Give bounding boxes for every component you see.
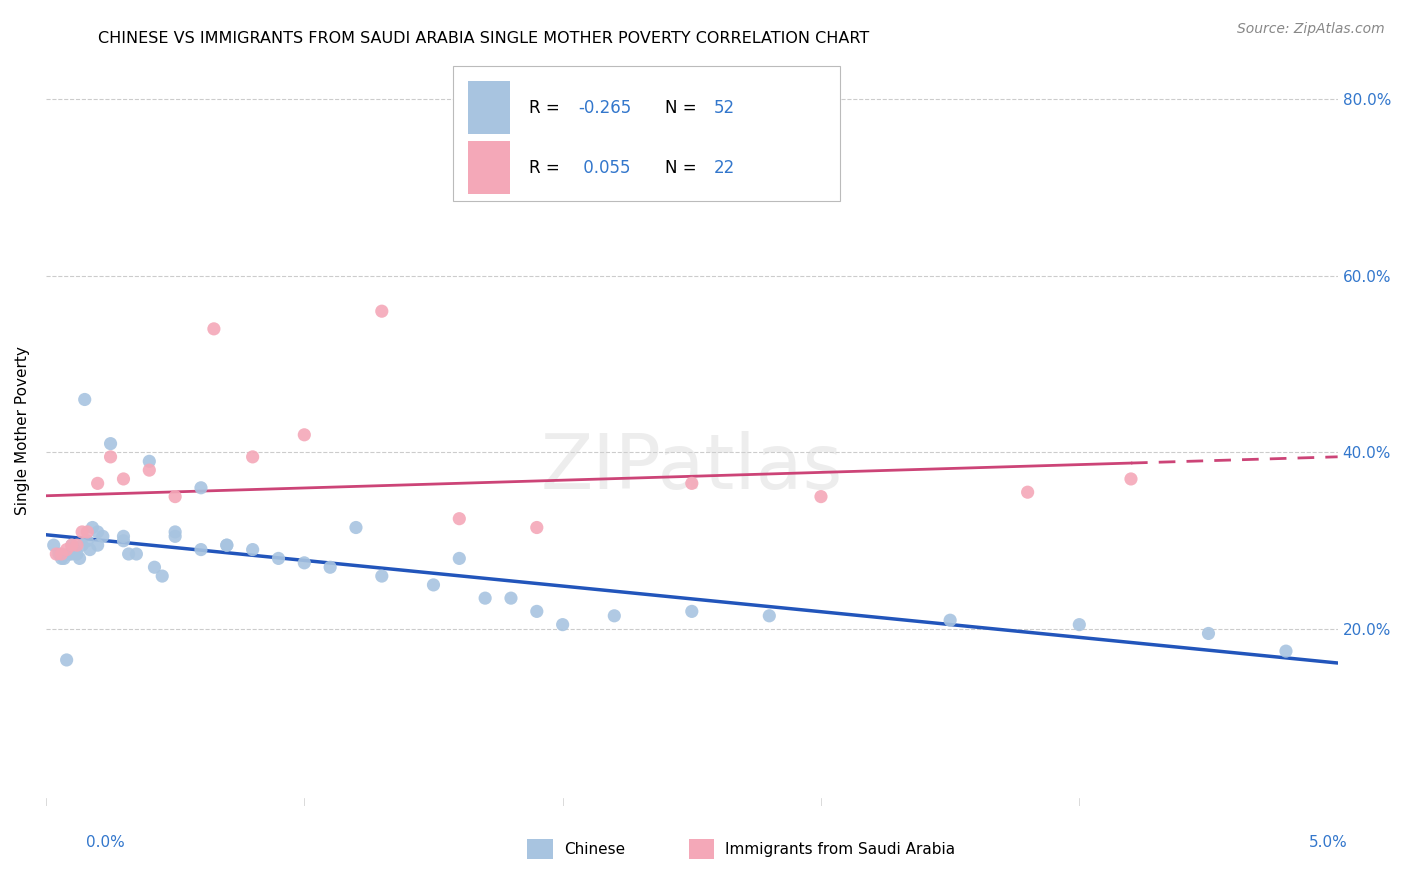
Point [371,304,394,318]
Point [82,520,104,534]
FancyBboxPatch shape [468,81,510,134]
Point [45,547,67,561]
Point [292,427,315,442]
Point [499,591,522,606]
Text: Source: ZipAtlas.com: Source: ZipAtlas.com [1237,22,1385,37]
Point [60,547,83,561]
Text: R =: R = [529,159,565,177]
Text: N =: N = [665,159,702,177]
Point [681,604,703,618]
Point [190,481,212,495]
Point [76,524,98,539]
Point [100,436,122,450]
Point [939,613,962,627]
Point [165,490,187,504]
Point [79,542,101,557]
Point [526,520,548,534]
Text: ZIPatlas: ZIPatlas [541,431,844,505]
Point [55,542,77,557]
Point [112,472,135,486]
Point [422,578,444,592]
Point [215,538,238,552]
Text: -0.265: -0.265 [578,99,631,117]
Point [603,608,626,623]
Point [48,547,70,561]
FancyBboxPatch shape [468,142,510,194]
Point [58,547,80,561]
Point [70,538,93,552]
Point [143,560,166,574]
FancyBboxPatch shape [453,66,841,202]
Point [681,476,703,491]
Point [1119,472,1142,486]
Point [138,463,160,477]
Point [371,569,394,583]
Text: 52: 52 [714,99,735,117]
Point [60,538,83,552]
Point [449,511,471,525]
Point [202,322,225,336]
Point [66,547,89,561]
Point [138,454,160,468]
Point [810,490,832,504]
Point [344,520,367,534]
Point [474,591,496,606]
Point [292,556,315,570]
Y-axis label: Single Mother Poverty: Single Mother Poverty [15,346,30,515]
Point [242,542,264,557]
Point [51,551,73,566]
Point [42,538,65,552]
Point [112,533,135,548]
Text: N =: N = [665,99,702,117]
Point [60,538,83,552]
Text: 5.0%: 5.0% [1309,836,1348,850]
Point [165,529,187,543]
Point [63,542,86,557]
Point [53,551,76,566]
Text: 22: 22 [714,159,735,177]
Point [551,617,574,632]
Text: 0.0%: 0.0% [86,836,125,850]
Point [117,547,139,561]
Point [51,547,73,561]
Text: 0.055: 0.055 [578,159,631,177]
Text: Chinese: Chinese [564,842,624,856]
Point [449,551,471,566]
Point [319,560,342,574]
Point [76,533,98,548]
Point [267,551,290,566]
Point [1017,485,1039,500]
Point [165,524,187,539]
Point [215,538,238,552]
Point [150,569,173,583]
Point [100,450,122,464]
Text: R =: R = [529,99,565,117]
Point [1069,617,1091,632]
Point [758,608,780,623]
Point [86,524,108,539]
Point [73,392,96,407]
Point [190,542,212,557]
Point [112,529,135,543]
Point [66,538,89,552]
Point [69,551,91,566]
Point [242,450,264,464]
Point [1198,626,1220,640]
Point [1275,644,1298,658]
Point [91,529,114,543]
Point [125,547,148,561]
Point [86,538,108,552]
Point [70,524,93,539]
Text: Immigrants from Saudi Arabia: Immigrants from Saudi Arabia [725,842,956,856]
Text: CHINESE VS IMMIGRANTS FROM SAUDI ARABIA SINGLE MOTHER POVERTY CORRELATION CHART: CHINESE VS IMMIGRANTS FROM SAUDI ARABIA … [98,31,870,46]
Point [55,653,77,667]
Point [526,604,548,618]
Point [86,476,108,491]
